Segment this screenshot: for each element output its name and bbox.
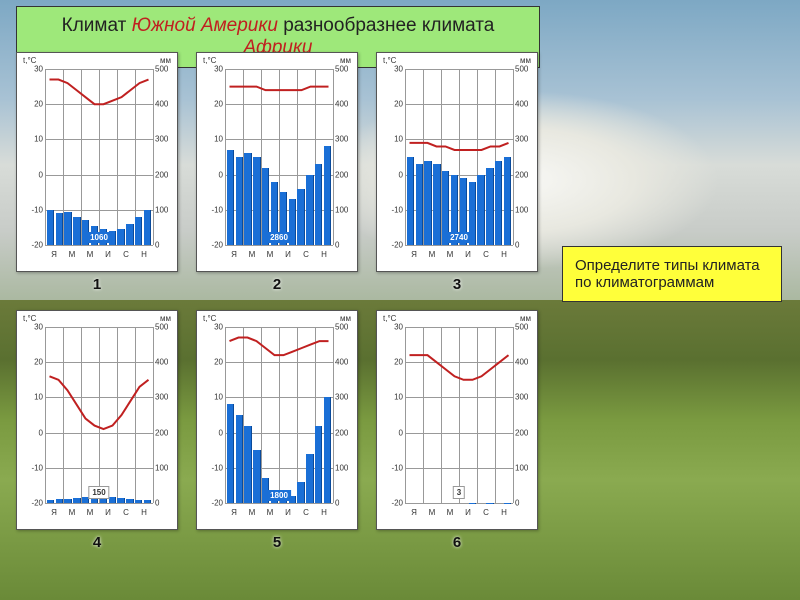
temp-line [225, 69, 333, 245]
climatogram: t,°Cмм3050020400103000200-10100-200ЯММИС… [196, 52, 358, 272]
climatogram-grid: t,°Cмм3050020400103000200-10100-200ЯММИС… [12, 52, 542, 562]
chart-number: 3 [453, 276, 461, 293]
chart-number: 4 [93, 534, 101, 551]
annual-precip-label: 2860 [267, 232, 291, 243]
annual-precip-label: 1060 [87, 232, 111, 243]
climatogram: t,°Cмм3050020400103000200-10100-200ЯММИС… [376, 52, 538, 272]
climatogram: t,°Cмм3050020400103000200-10100-200ЯММИС… [16, 310, 178, 530]
chart-number: 6 [453, 534, 461, 551]
temp-line [45, 327, 153, 503]
annual-precip-label: 150 [88, 486, 109, 499]
task-box: Определите типы климата по климатограмма… [562, 246, 782, 302]
annual-precip-label: 2740 [447, 232, 471, 243]
annual-precip-label: 1800 [267, 490, 291, 501]
temp-line [225, 327, 333, 503]
temp-line [405, 69, 513, 245]
climatogram: t,°Cмм3050020400103000200-10100-200ЯММИС… [376, 310, 538, 530]
climatogram: t,°Cмм3050020400103000200-10100-200ЯММИС… [16, 52, 178, 272]
task-text: Определите типы климата по климатограмма… [575, 257, 760, 291]
chart-number: 1 [93, 276, 101, 293]
temp-line [405, 327, 513, 503]
temp-line [45, 69, 153, 245]
chart-number: 5 [273, 534, 281, 551]
chart-number: 2 [273, 276, 281, 293]
annual-precip-label: 3 [453, 486, 465, 499]
climatogram: t,°Cмм3050020400103000200-10100-200ЯММИС… [196, 310, 358, 530]
